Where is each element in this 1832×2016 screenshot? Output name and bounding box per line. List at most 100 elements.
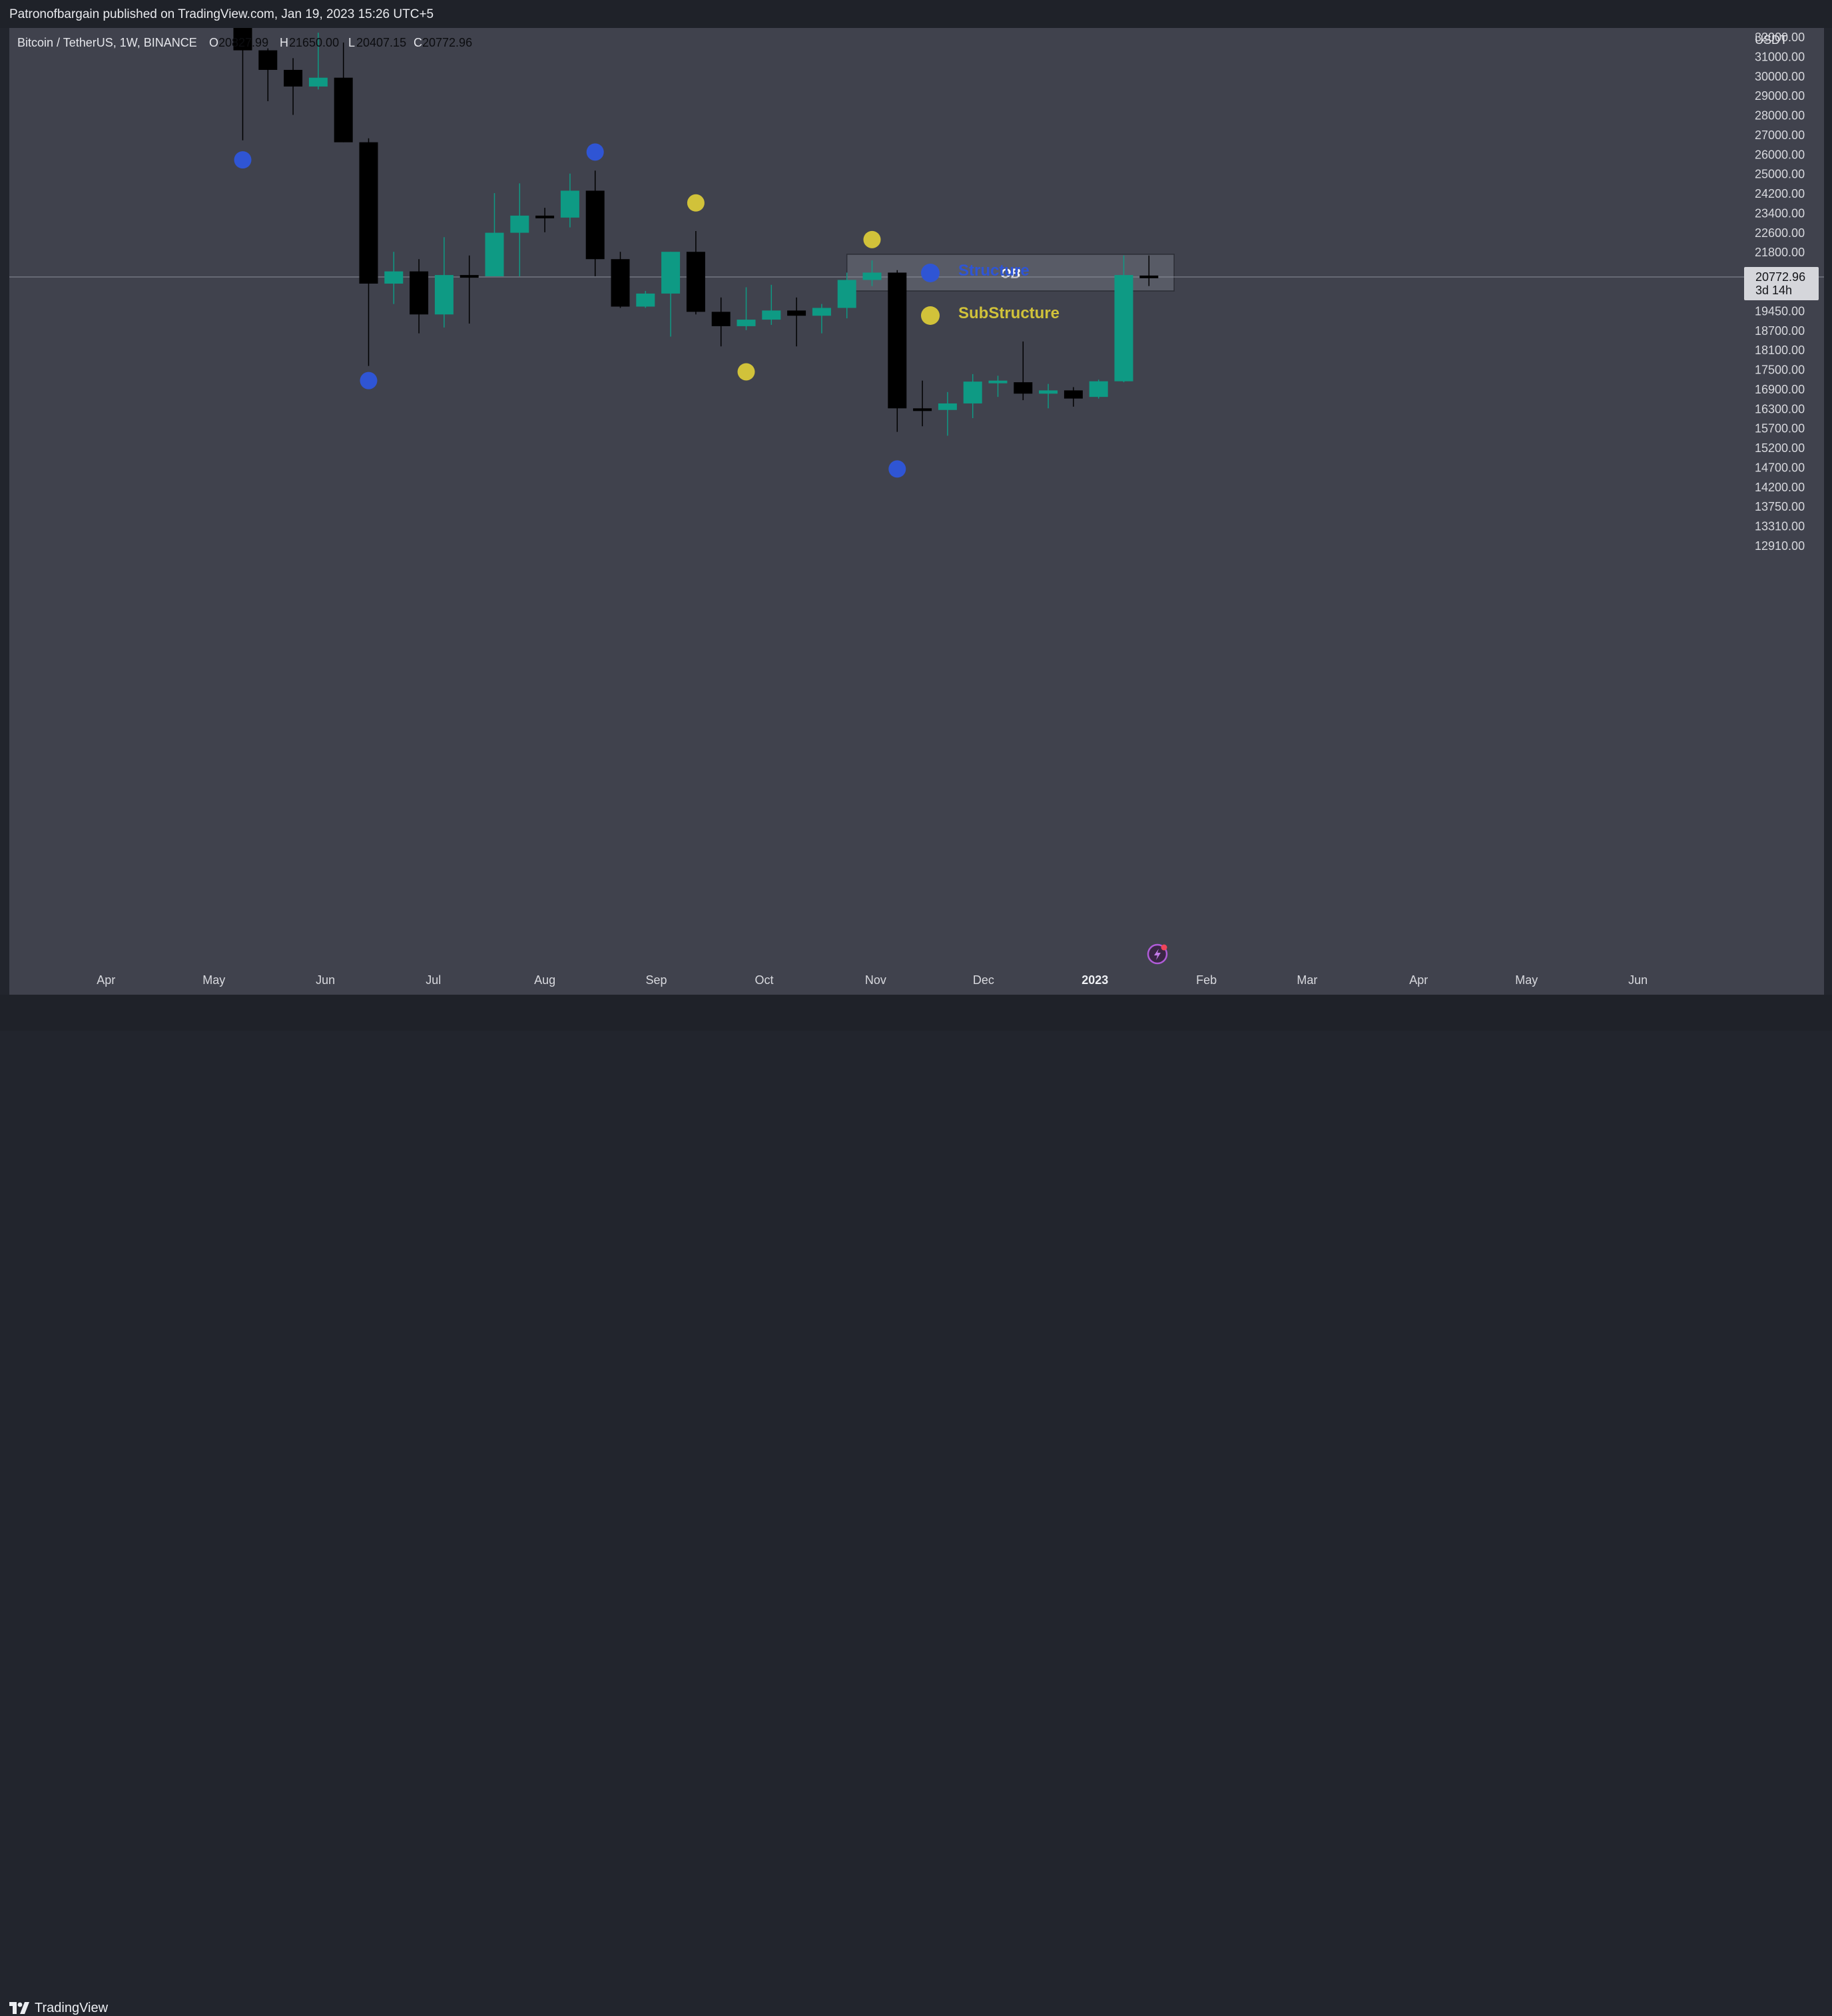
candle-body	[862, 272, 882, 280]
x-axis-tick-label: Nov	[865, 973, 886, 987]
candle-body	[963, 381, 982, 403]
candle-body	[1114, 275, 1133, 381]
candle-body	[686, 252, 705, 312]
candle-body	[711, 312, 731, 326]
candle	[334, 42, 353, 142]
publish-info: Patronofbargain published on TradingView…	[9, 7, 434, 21]
currency-label: USDT	[1755, 33, 1787, 47]
structure-legend-dot	[921, 264, 940, 282]
x-axis-tick-label: Dec	[973, 973, 994, 987]
x-axis-tick-label: Mar	[1297, 973, 1317, 987]
y-axis-tick-label: 17500.00	[1755, 364, 1805, 377]
candle	[711, 297, 731, 347]
candle-body	[485, 232, 504, 276]
candle	[1014, 341, 1033, 401]
candle-body	[1064, 390, 1083, 399]
alert-lightning-icon[interactable]	[1147, 943, 1168, 965]
structure-marker	[234, 151, 252, 169]
y-axis-tick-label: 25000.00	[1755, 168, 1805, 181]
candle-body	[661, 252, 681, 294]
ob-zone-label: OB	[1000, 266, 1020, 281]
tradingview-logo-icon	[9, 2002, 29, 2014]
candle	[459, 255, 479, 324]
candle	[258, 48, 278, 101]
last-price-value: 20772.96	[1755, 270, 1805, 284]
candle-body	[737, 320, 756, 326]
last-price-badge	[1744, 266, 1819, 300]
x-axis-tick-label: Oct	[755, 973, 773, 987]
candle	[661, 252, 681, 337]
candle	[1064, 387, 1083, 407]
y-axis-tick-label: 12910.00	[1755, 539, 1805, 553]
candlestick-chart[interactable]: OB Structure SubStructure 32000.00 31000.0…	[9, 28, 1824, 995]
structure-legend-label: Structure	[958, 262, 1030, 280]
candle	[812, 304, 831, 334]
candle	[762, 284, 781, 325]
tradingview-brand[interactable]: TradingView	[9, 2000, 108, 2016]
candle-body	[233, 28, 252, 51]
candle-body	[938, 403, 957, 410]
candle	[862, 260, 882, 286]
x-axis-tick-label: Jul	[426, 973, 441, 987]
candle-body	[762, 310, 781, 320]
candle	[233, 28, 252, 140]
y-axis-tick-label: 31000.00	[1755, 50, 1805, 63]
x-axis-tick-label: Aug	[534, 973, 555, 987]
y-axis-tick-label: 28000.00	[1755, 109, 1805, 123]
candle-body	[459, 275, 479, 278]
ohlc-open-value: 20827.99	[218, 36, 268, 49]
substructure-marker	[687, 194, 705, 212]
y-axis-tick-label: 21800.00	[1755, 246, 1805, 259]
candle-body	[1139, 275, 1159, 278]
candle-body	[334, 77, 353, 142]
candle-body	[308, 77, 328, 87]
y-axis-tick-label: 15700.00	[1755, 422, 1805, 435]
structure-marker	[360, 372, 378, 389]
ohlc-low-value: 20407.15	[356, 36, 406, 49]
candle	[384, 252, 404, 304]
y-axis-tick-label: 26000.00	[1755, 148, 1805, 161]
candle	[308, 33, 328, 90]
candle-body	[988, 380, 1008, 383]
candle-body	[787, 310, 806, 316]
y-axis-tick-label: 16900.00	[1755, 383, 1805, 396]
candle	[434, 237, 454, 328]
y-axis-tick-label: 30000.00	[1755, 70, 1805, 83]
candle	[535, 208, 555, 232]
candle	[1089, 379, 1108, 399]
y-axis-tick-label: 18700.00	[1755, 324, 1805, 338]
x-axis-tick-label: Sep	[645, 973, 667, 987]
candle	[585, 170, 605, 276]
x-axis-tick-label: 2023	[1081, 973, 1108, 987]
candle	[963, 374, 982, 418]
x-axis-tick-label: Jun	[1628, 973, 1648, 987]
candle-body	[1014, 382, 1033, 394]
candle	[485, 193, 504, 276]
candle-body	[636, 293, 655, 307]
candle-body	[585, 190, 605, 260]
y-axis-tick-label: 14700.00	[1755, 461, 1805, 474]
y-axis-tick-label: 14200.00	[1755, 481, 1805, 494]
y-axis-tick-label: 13310.00	[1755, 520, 1805, 533]
ohlc-low-label: L	[348, 36, 355, 49]
candle-body	[888, 272, 907, 409]
y-axis-tick-label: 27000.00	[1755, 128, 1805, 142]
substructure-marker	[863, 230, 881, 248]
chart-area[interactable]: OB Structure SubStructure 32000.00 31000.0…	[9, 28, 1824, 995]
x-axis-tick-label: Apr	[1409, 973, 1428, 987]
y-axis-tick-label: 32000.00	[1755, 31, 1805, 44]
candle	[988, 376, 1008, 397]
last-price-countdown: 3d 14h	[1755, 284, 1792, 297]
candle-body	[535, 215, 555, 218]
candle	[913, 380, 932, 427]
y-axis-tick-label: 13750.00	[1755, 500, 1805, 513]
ohlc-open-label: O	[209, 36, 218, 49]
substructure-marker	[737, 363, 755, 381]
x-axis-tick-label: Feb	[1196, 973, 1217, 987]
candle	[510, 183, 529, 276]
candle-body	[434, 275, 454, 315]
candle-body	[837, 280, 856, 308]
ohlc-high-value: 21650.00	[289, 36, 339, 49]
symbol-title: Bitcoin / TetherUS, 1W, BINANCE	[17, 36, 197, 49]
candle	[1114, 255, 1133, 383]
